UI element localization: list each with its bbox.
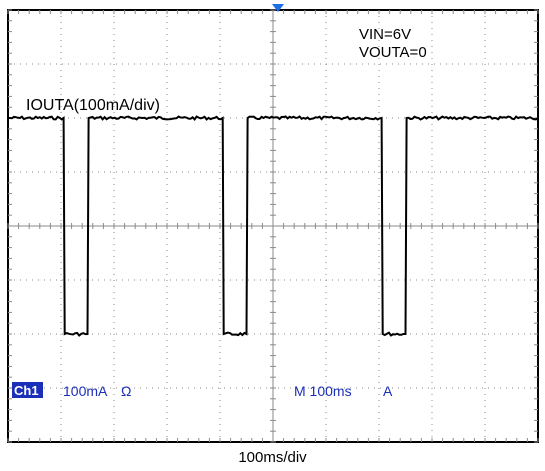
coupling-symbol: Ω [121, 383, 131, 399]
timebase-readout: M 100ms [294, 383, 352, 399]
channel-badge-label: Ch1 [14, 383, 39, 398]
trigger-marker-icon [272, 4, 284, 12]
channel-badge [12, 382, 43, 398]
trace-label: IOUTA(100mA/div) [26, 97, 160, 114]
volts-per-div-readout: 100mA [63, 383, 108, 399]
x-axis-label: 100ms/div [238, 449, 307, 466]
vin-annotation: VIN=6V [359, 26, 411, 43]
trigger-readout: A [383, 383, 393, 399]
iouta-trace [8, 115, 539, 337]
vouta-annotation: VOUTA=0 [359, 44, 427, 61]
